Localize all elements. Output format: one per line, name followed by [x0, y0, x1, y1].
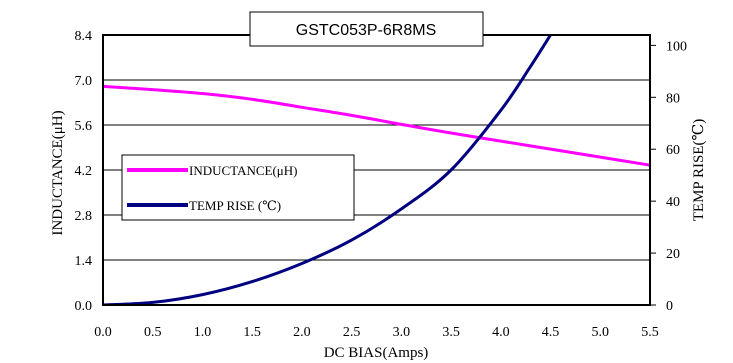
y-left-tick-label: 7.0	[75, 74, 93, 89]
y-right-tick-label: 80	[666, 91, 680, 106]
x-axis-ticks: 0.0 0.5 1.0 1.5 2.0 2.5 3.0 3.5 4.0 4.5 5.0 5.5	[94, 325, 659, 340]
y-right-tick-label: 40	[666, 195, 680, 210]
title-box-frame	[249, 11, 484, 47]
x-axis-title: DC BIAS(Amps)	[324, 345, 429, 361]
y-axis-left-ticks: 0.0 1.4 2.8 4.2 5.6 7.0 8.4	[75, 29, 93, 314]
y-left-tick-label: 5.6	[75, 119, 93, 134]
y-axis-right-title: TEMP RISE(℃)	[691, 119, 707, 221]
title-box: GSTC053P-6R8MS	[249, 11, 484, 47]
y-axis-left-title: INDUCTANCE(μH)	[50, 110, 66, 235]
x-tick-label: 2.0	[293, 325, 311, 340]
y-left-tick-label: 2.8	[75, 209, 93, 224]
y-left-tick-label: 4.2	[75, 164, 93, 179]
y-left-tick-label: 1.4	[75, 254, 93, 269]
y-left-tick-label: 0.0	[75, 299, 93, 314]
series-line-inductance	[103, 84, 650, 167]
legend-box	[121, 154, 355, 221]
series-line-temp-rise	[103, 35, 552, 305]
series-lines	[103, 35, 650, 305]
x-tick-label: 3.5	[442, 325, 460, 340]
legend-label-inductance: INDUCTANCE(μH)	[189, 163, 297, 178]
x-tick-label: 0.0	[94, 325, 112, 340]
chart-title: GSTC053P-6R8MS	[296, 22, 437, 39]
x-tick-label: 3.0	[393, 325, 411, 340]
x-tick-label: 1.5	[243, 325, 261, 340]
legend: INDUCTANCE(μH) TEMP RISE (℃)	[121, 154, 355, 221]
x-tick-label: 5.0	[592, 325, 610, 340]
x-tick-label: 4.5	[542, 325, 560, 340]
x-tick-label: 4.0	[492, 325, 510, 340]
x-tick-label: 5.5	[641, 325, 659, 340]
x-tick-label: 2.5	[343, 325, 361, 340]
y-right-tick-label: 20	[666, 247, 680, 262]
legend-label-temp-rise: TEMP RISE (℃)	[189, 198, 281, 213]
y-left-tick-label: 8.4	[75, 29, 93, 44]
y-axis-right-ticks: 0 20 40 60 80 100	[650, 39, 687, 314]
x-tick-label: 0.5	[144, 325, 162, 340]
y-right-tick-label: 0	[666, 299, 673, 314]
x-tick-label: 1.0	[194, 325, 212, 340]
y-right-tick-label: 60	[666, 143, 680, 158]
y-right-tick-label: 100	[666, 39, 687, 54]
